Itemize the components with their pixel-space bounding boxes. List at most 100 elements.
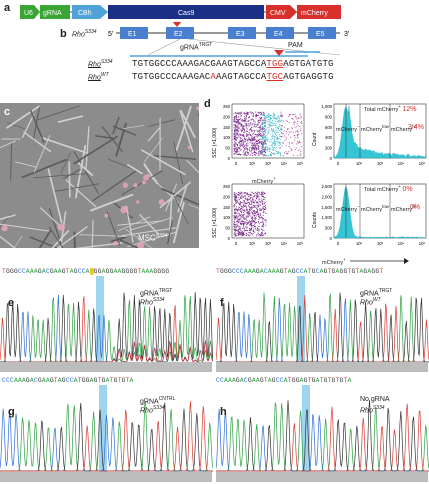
base-call: C	[65, 377, 70, 384]
event-dot-high	[294, 120, 296, 122]
cell-process	[38, 105, 80, 121]
base-call: T	[77, 377, 82, 384]
event-dot-positive	[270, 140, 272, 142]
base-call: T	[355, 268, 360, 275]
event-dot-positive	[269, 148, 272, 150]
event-dot	[237, 208, 239, 211]
event-dot-positive	[268, 123, 271, 125]
event-dot	[246, 123, 248, 125]
event-dot-positive	[280, 111, 282, 113]
base-call: A	[299, 377, 304, 384]
event-dot	[259, 209, 261, 211]
base-call: T	[216, 268, 220, 275]
event-dot-positive	[267, 140, 269, 142]
event-dot	[243, 127, 245, 130]
event-dot	[263, 147, 265, 149]
event-dot	[260, 126, 262, 128]
cell-process	[91, 219, 94, 248]
event-dot	[243, 213, 245, 215]
event-dot	[245, 118, 247, 120]
event-dot	[245, 151, 247, 153]
event-dot	[252, 115, 254, 117]
base-call: G	[343, 268, 348, 275]
event-dot	[263, 211, 265, 213]
event-dot	[237, 153, 239, 155]
event-dot-positive	[269, 141, 271, 143]
event-dot	[244, 218, 246, 220]
event-dot	[241, 194, 243, 196]
event-dot	[263, 198, 265, 201]
base-call: A	[267, 268, 272, 275]
mcherry-cell	[1, 224, 8, 232]
base-call: G	[97, 268, 102, 275]
event-dot	[251, 211, 253, 214]
base-call: T	[117, 377, 122, 384]
event-dot-positive	[264, 135, 266, 138]
event-dot	[256, 206, 258, 208]
event-dot	[260, 127, 262, 129]
event-dot	[236, 212, 238, 214]
event-dot-high	[293, 122, 295, 124]
base-call: A	[259, 268, 264, 275]
event-dot	[263, 229, 265, 232]
event-dot	[233, 150, 235, 152]
event-dot	[247, 139, 249, 141]
event-dot	[248, 199, 250, 201]
base-call: A	[45, 377, 50, 384]
base-call: T	[125, 377, 130, 384]
event-dot	[260, 232, 262, 234]
event-dot	[252, 225, 254, 227]
event-dot	[256, 193, 258, 195]
event-dot-high	[280, 115, 282, 117]
event-dot	[261, 133, 263, 135]
event-dot-positive	[262, 127, 265, 130]
event-dot	[250, 130, 252, 132]
event-dot	[253, 212, 255, 214]
event-dot	[241, 125, 243, 127]
event-dot	[243, 143, 245, 145]
event-dot	[240, 231, 242, 233]
base-call: G	[121, 377, 126, 384]
event-dot	[235, 115, 237, 117]
exon-e3-box	[228, 27, 256, 39]
event-dot	[246, 193, 248, 195]
event-dot	[256, 131, 258, 133]
event-dot-high	[290, 147, 292, 149]
base-call: C	[17, 268, 22, 275]
mcherry-axis-arrow	[350, 258, 409, 264]
cell-process	[39, 207, 61, 227]
event-dot	[237, 116, 239, 118]
event-dot	[252, 115, 255, 118]
base-call: A	[13, 377, 18, 384]
event-dot-positive	[280, 143, 282, 145]
event-dot	[252, 112, 254, 114]
event-dot-high	[288, 151, 290, 153]
x-tick-label: 0	[235, 241, 238, 246]
event-dot	[259, 128, 261, 130]
event-dot	[240, 124, 242, 126]
event-dot	[234, 199, 236, 201]
cell-process	[63, 168, 81, 179]
event-dot	[262, 225, 264, 227]
event-dot	[256, 142, 258, 145]
event-dot	[244, 205, 246, 207]
event-dot	[260, 117, 262, 119]
event-dot	[241, 209, 243, 211]
histogram-bottom: Counts 2,500 2,000 1,500 1,000 500 0 0 10² 10³ 1…	[312, 183, 427, 246]
event-dot	[259, 212, 261, 214]
event-dot	[233, 138, 235, 140]
event-dot-high	[297, 134, 299, 136]
y-tick-label: 0	[228, 236, 231, 241]
event-dot	[252, 123, 254, 125]
event-dot	[244, 202, 246, 204]
event-dot-positive	[279, 141, 281, 144]
event-dot-positive	[279, 152, 282, 154]
event-dot	[255, 133, 257, 136]
event-dot-positive	[268, 148, 270, 150]
highlight-e	[96, 276, 104, 368]
event-dot	[252, 217, 254, 219]
event-dot-positive	[267, 133, 269, 135]
y-tick-label: 500	[325, 226, 333, 231]
cell-process	[147, 173, 180, 204]
event-dot	[241, 231, 243, 233]
